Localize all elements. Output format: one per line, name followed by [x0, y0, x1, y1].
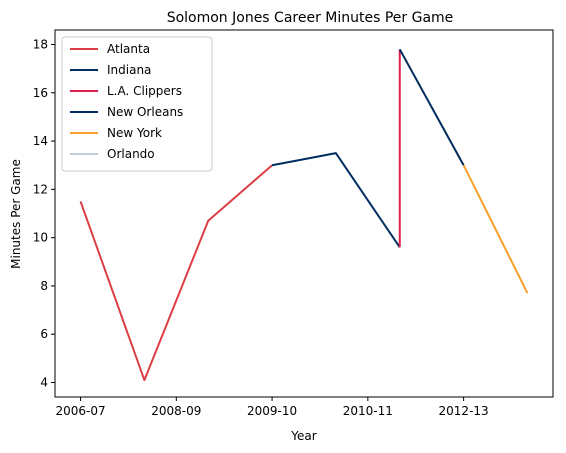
- x-tick-label: 2008-09: [151, 404, 201, 418]
- legend: Atlanta Indiana L.A. Clippers New Orleans Ne…: [61, 36, 213, 172]
- legend-entry: Atlanta: [107, 42, 150, 56]
- series-line-new-york: [462, 164, 529, 294]
- x-tick-label: 2012-13: [439, 404, 489, 418]
- x-tick-label: 2009-10: [247, 404, 297, 418]
- legend-entry: Indiana: [107, 63, 151, 77]
- legend-entry: L.A. Clippers: [107, 84, 182, 98]
- y-tick-label: 18: [33, 37, 48, 51]
- y-tick-label: 6: [40, 327, 48, 341]
- x-axis: 2006-07 2008-09 2009-10 2010-11 2012-13: [55, 397, 489, 418]
- chart-title: Solomon Jones Career Minutes Per Game: [167, 10, 454, 26]
- y-tick-label: 4: [40, 376, 48, 390]
- y-tick-label: 10: [33, 231, 48, 245]
- legend-entry: Orlando: [107, 147, 155, 161]
- x-tick-label: 2010-11: [343, 404, 393, 418]
- x-tick-label: 2006-07: [55, 404, 105, 418]
- x-axis-label: Year: [290, 429, 316, 443]
- y-tick-label: 16: [33, 86, 48, 100]
- plot-lines: [79, 48, 529, 382]
- y-tick-label: 8: [40, 279, 48, 293]
- plot-area-frame: [54, 29, 554, 398]
- series-line-atlanta: [79, 164, 273, 382]
- y-axis-label: Minutes Per Game: [9, 159, 23, 269]
- y-tick-label: 12: [33, 182, 48, 196]
- legend-entry: New York: [107, 126, 162, 140]
- series-line-indiana: [271, 152, 401, 248]
- legend-box: [61, 36, 213, 172]
- y-axis: 4 6 8 10 12 14 16 18: [33, 37, 55, 390]
- y-tick-label: 14: [33, 134, 48, 148]
- legend-entry: New Orleans: [107, 105, 183, 119]
- series-line-new-orleans: [398, 48, 465, 166]
